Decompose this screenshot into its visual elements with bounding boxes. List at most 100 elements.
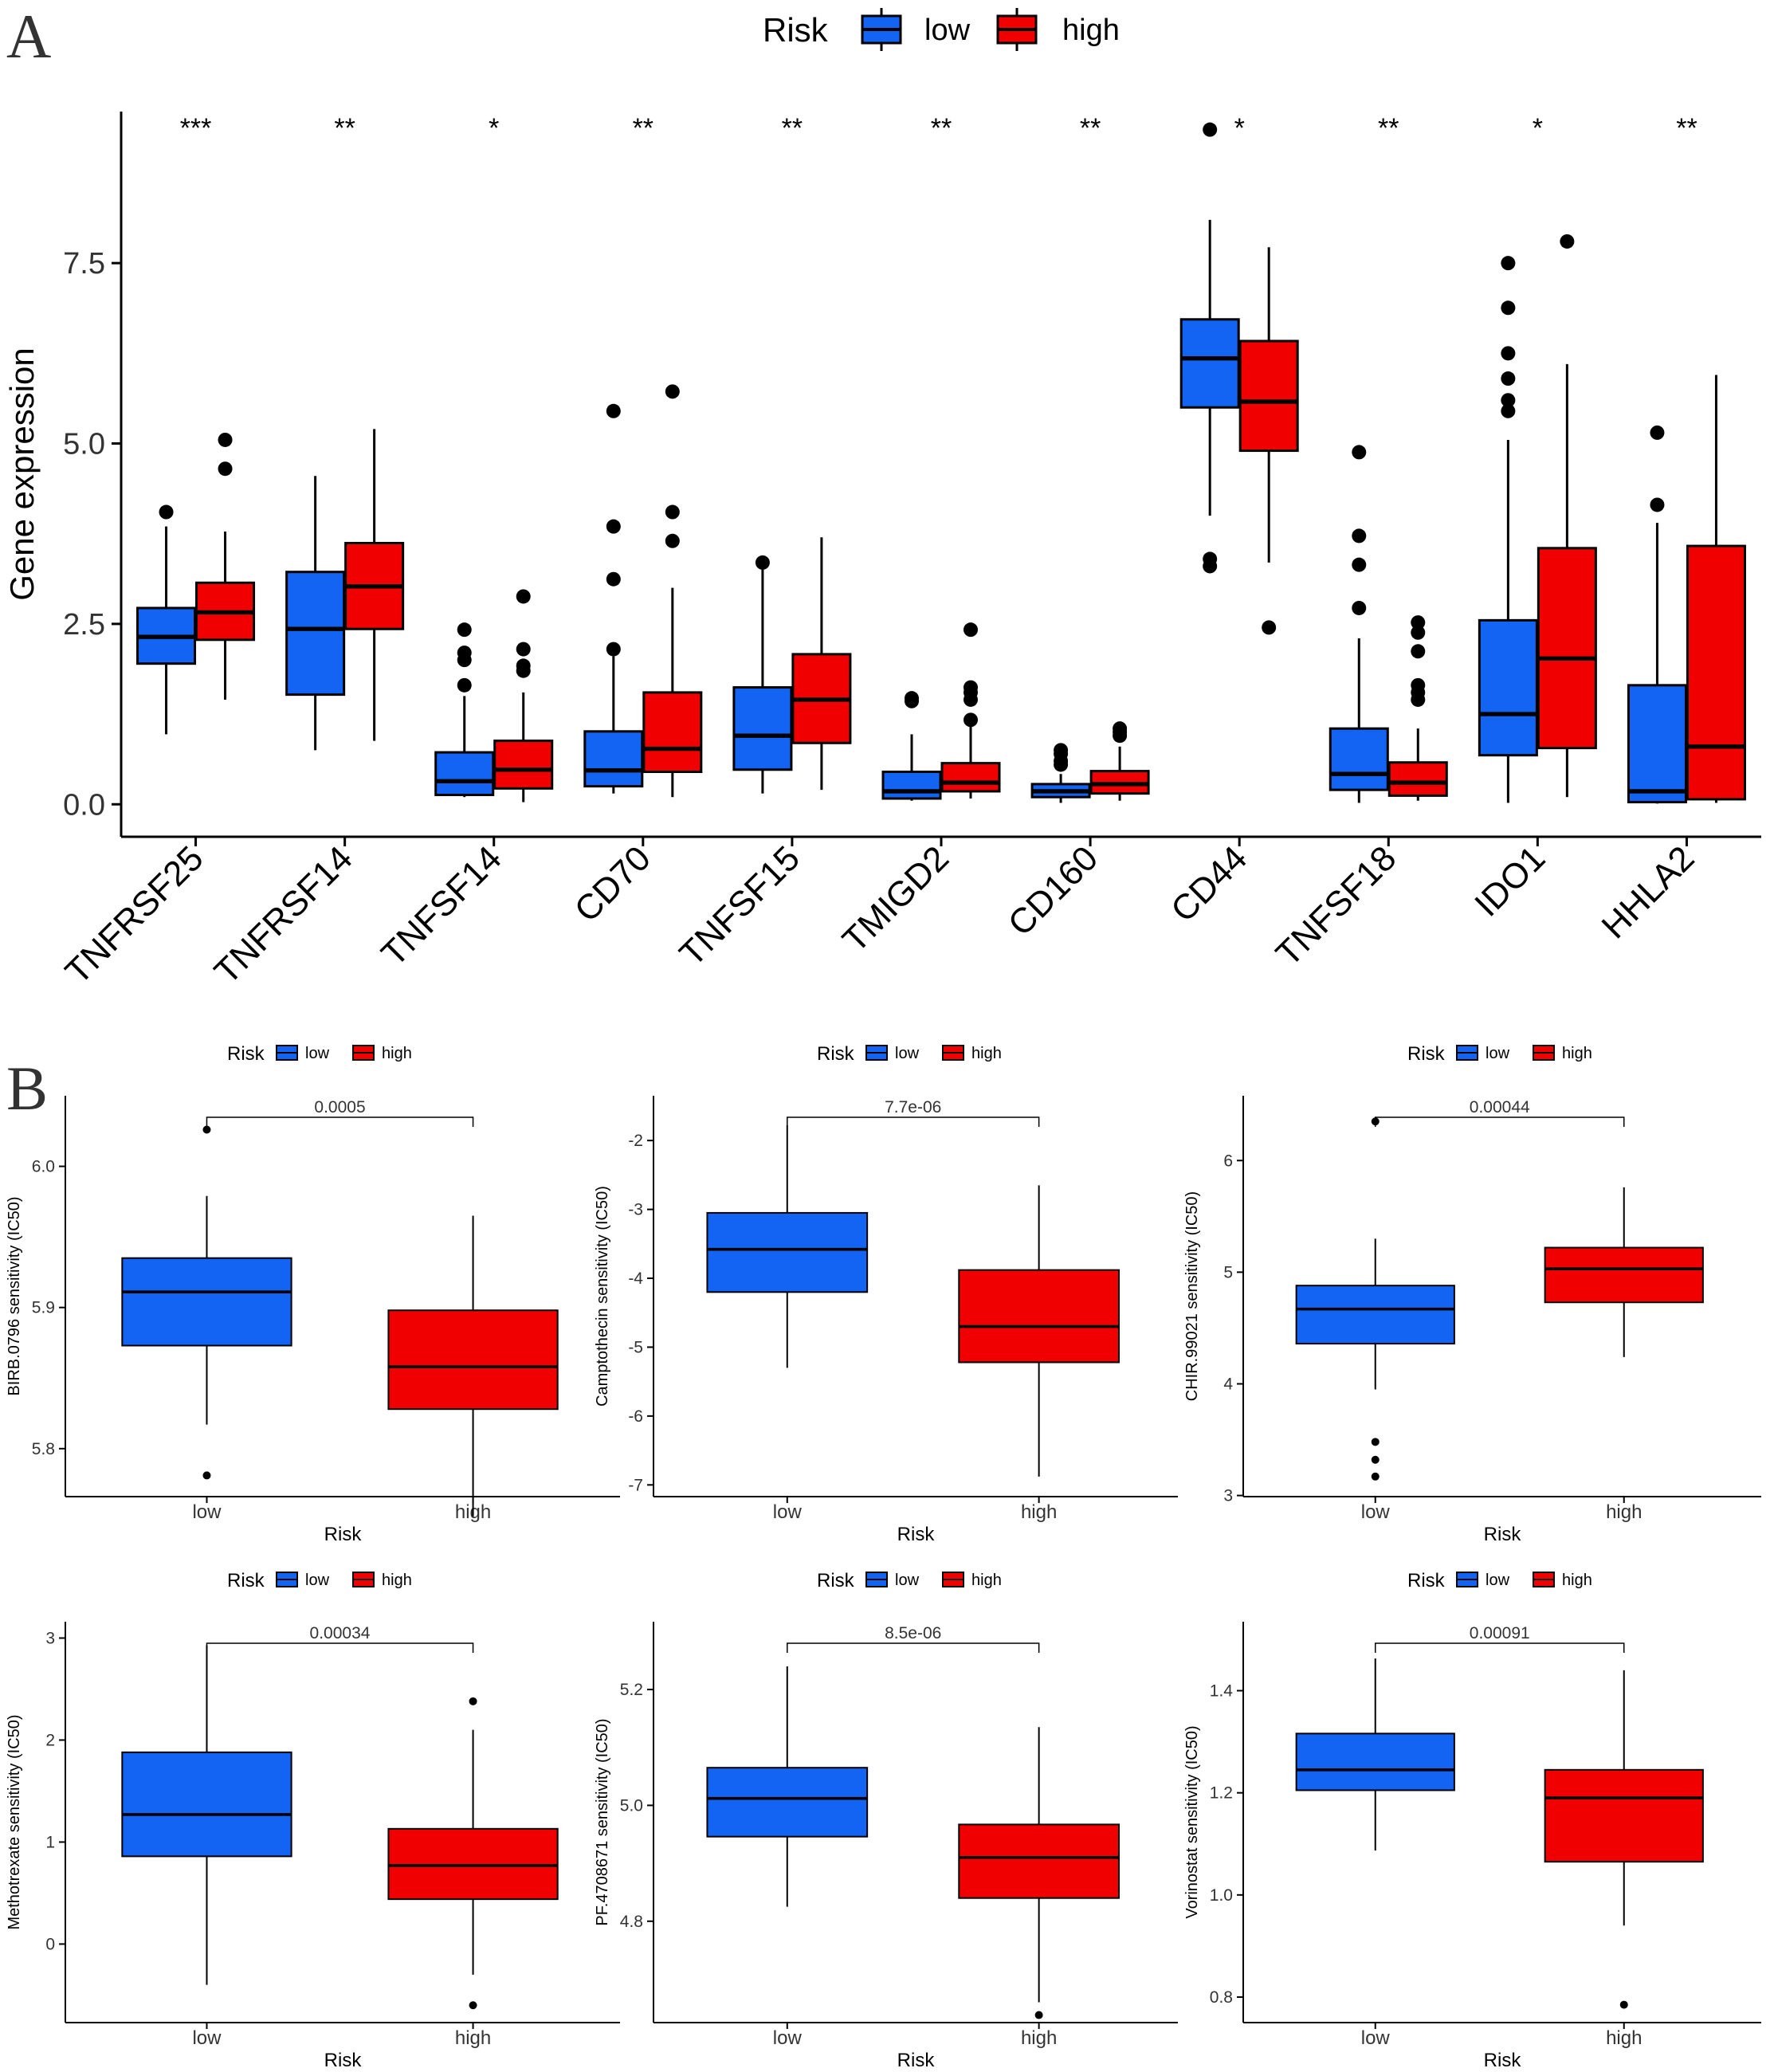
box-low <box>1478 256 1538 803</box>
pvalue-bracket <box>787 1642 1040 1653</box>
box-low <box>121 1125 292 1480</box>
legend-b-title: Risk <box>1407 1043 1446 1065</box>
gene-label: TNFSF15 <box>672 838 807 973</box>
box-high-box <box>1537 547 1597 750</box>
legend-b-high-label: high <box>971 1572 1002 1589</box>
y-tick-label-b: 3 <box>45 1629 55 1647</box>
box-high-outlier <box>665 533 680 548</box>
pvalue-bracket <box>1375 1642 1625 1653</box>
gene-label: HHLA2 <box>1595 838 1702 946</box>
box-low-outlier <box>606 403 621 418</box>
box-low-outlier <box>1650 497 1665 512</box>
pvalue-bracket <box>206 1642 474 1653</box>
box-low-outlier <box>1501 371 1516 387</box>
gene-label: CD70 <box>567 838 658 929</box>
gene-label: TNFSF18 <box>1269 838 1403 973</box>
box-high-outlier <box>516 642 531 657</box>
box-low-box <box>285 571 346 697</box>
y-tick-label-b: -3 <box>628 1201 643 1219</box>
pvalue-label: 8.5e-06 <box>885 1624 941 1642</box>
y-tick-label-a: 0.0 <box>63 788 105 822</box>
y-axis-label-b: Camptothecin sensitivity (IC50) <box>594 1186 611 1407</box>
x-category-label-b: high <box>455 2027 491 2049</box>
box-high <box>1238 247 1299 635</box>
box-low-box <box>881 771 942 800</box>
box-low-box <box>706 1767 869 1838</box>
x-category-label-b: low <box>773 1501 803 1523</box>
box-high-outlier <box>1262 620 1277 635</box>
legend-b-high-label: high <box>382 1572 412 1589</box>
box-low-outlier <box>1352 445 1367 460</box>
y-tick-label-a: 5.0 <box>63 428 105 461</box>
legend-b: Risk low high <box>817 1043 1002 1065</box>
box-low-outlier <box>1352 600 1367 615</box>
box-high <box>940 622 1001 799</box>
y-axis-label-b: BIRB.0796 sensitivity (IC50) <box>6 1196 23 1395</box>
significance-mark: ** <box>1378 113 1399 143</box>
x-category-label-b: low <box>1361 2027 1391 2049</box>
legend-a-high-label: high <box>1062 14 1120 47</box>
box-high-outlier <box>1034 2011 1043 2019</box>
gene-label: TNFRSF14 <box>207 838 360 991</box>
box-low-outlier <box>1501 300 1516 316</box>
box-low-outlier <box>755 555 770 570</box>
drug-panel-6: Risk low high 0.8 1.0 1.2 1.4 Vorinostat sensit… <box>1183 1570 1761 2071</box>
panel-b-charts: Risk low high 5.8 5.9 6.0 BIRB.0796 sensitivit… <box>6 1043 1761 2071</box>
box-low-box <box>1329 727 1389 791</box>
gene-label: CD44 <box>1164 838 1254 929</box>
box-high-box <box>493 740 554 790</box>
box-low <box>706 1125 869 1368</box>
box-low-outlier <box>1501 256 1516 271</box>
y-tick-label-b: 3 <box>1223 1487 1233 1505</box>
box-high-outlier <box>964 622 978 638</box>
legend-b-low-label: low <box>305 1572 330 1589</box>
y-tick-label-b: 6.0 <box>32 1158 55 1176</box>
x-category-label-b: high <box>1606 1501 1642 1523</box>
legend-b: Risk low high <box>227 1570 412 1591</box>
box-high <box>1089 721 1150 801</box>
panel-label-b: B <box>6 1054 48 1123</box>
box-high-outlier <box>964 680 978 695</box>
box-high <box>791 537 852 791</box>
y-tick-label-b: 1 <box>45 1833 55 1851</box>
x-axis-label-b: Risk <box>897 1524 936 1545</box>
box-low <box>1295 1117 1455 1481</box>
box-high-outlier <box>218 432 233 447</box>
box-low-outlier <box>606 519 621 534</box>
y-tick-label-b: 4 <box>1223 1375 1233 1393</box>
box-high-outlier <box>469 1697 477 1705</box>
box-high-box <box>642 691 703 774</box>
legend-a-high-key <box>996 8 1038 51</box>
box-low <box>434 622 495 798</box>
panel-label-a: A <box>6 2 51 71</box>
box-low <box>1179 122 1240 574</box>
significance-mark: ** <box>782 113 803 143</box>
y-tick-label-a: 7.5 <box>63 247 105 281</box>
box-high <box>958 1727 1120 2019</box>
box-high-box <box>1238 339 1299 453</box>
y-tick-label-b: -2 <box>628 1132 643 1150</box>
legend-b: Risk low high <box>1407 1570 1592 1591</box>
legend-b-high-label: high <box>1562 1045 1592 1062</box>
y-tick-label-b: 4.8 <box>620 1913 643 1931</box>
x-axis-label-b: Risk <box>1484 1524 1522 1545</box>
box-low-box <box>706 1211 869 1293</box>
box-low-outlier <box>457 677 472 693</box>
y-tick-label-b: 1.2 <box>1210 1784 1233 1803</box>
pvalue-label: 7.7e-06 <box>885 1098 941 1116</box>
y-axis-label-b: Methotrexate sensitivity (IC50) <box>6 1714 23 1929</box>
box-high-outlier <box>218 461 233 477</box>
box-low <box>583 403 644 794</box>
significance-mark: ** <box>1080 113 1101 143</box>
y-tick-label-b: 5.8 <box>32 1440 55 1458</box>
y-tick-label-b: -6 <box>628 1407 643 1426</box>
y-tick-label-b: 0 <box>45 1935 55 1953</box>
box-low <box>285 476 346 751</box>
box-low-outlier <box>1371 1455 1380 1464</box>
box-low <box>136 504 197 735</box>
box-low <box>732 555 793 794</box>
significance-mark: * <box>489 113 499 143</box>
box-low <box>1329 445 1389 803</box>
box-high <box>1686 375 1746 803</box>
